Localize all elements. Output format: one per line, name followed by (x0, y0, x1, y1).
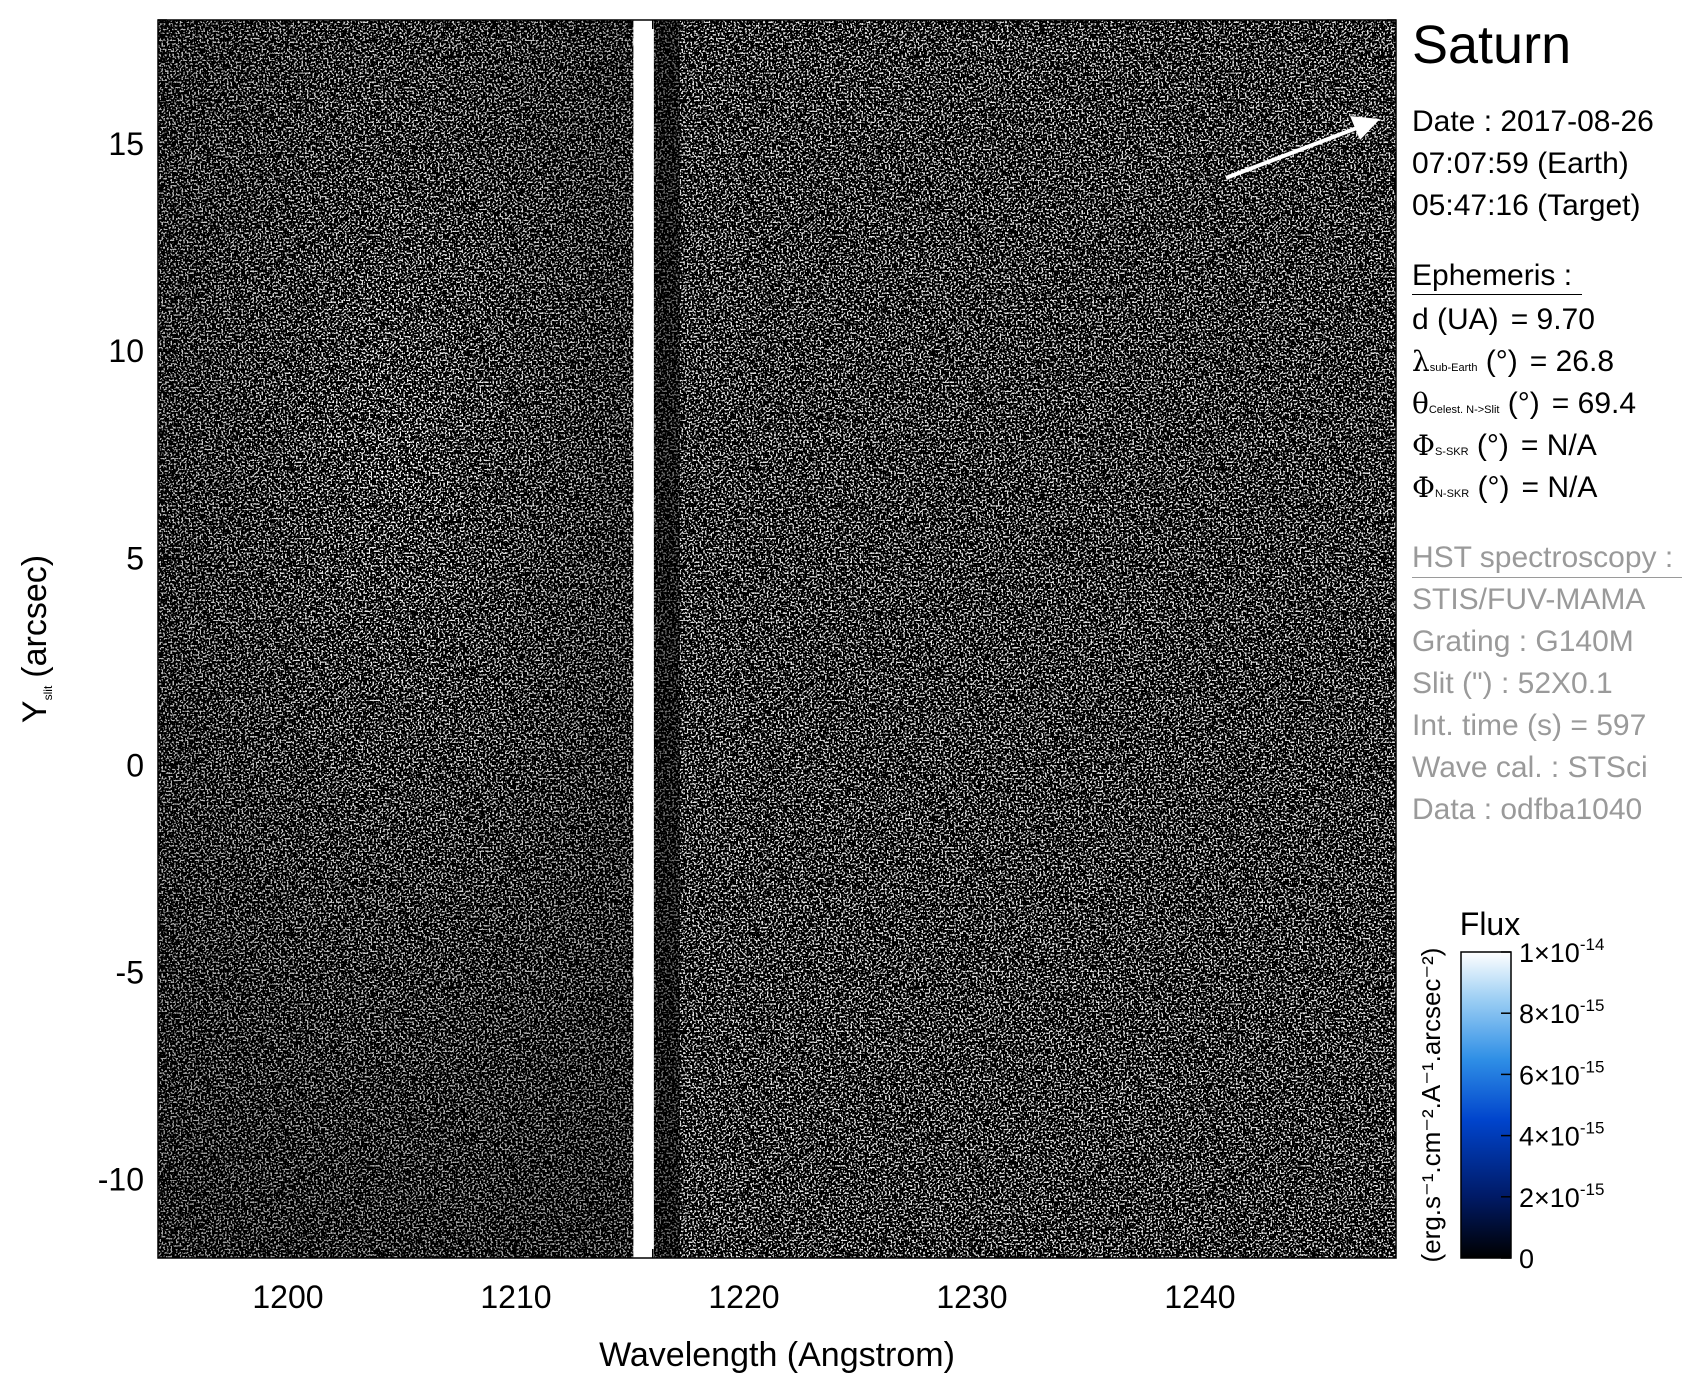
direction-arrow-icon (1225, 116, 1380, 180)
ephemeris-symbol: Φ (1412, 429, 1435, 462)
ephemeris-subscript: S-SKR (1434, 446, 1469, 458)
heatmap-image (158, 20, 1396, 1258)
ephemeris-unit: (°) (1469, 471, 1510, 504)
ephemeris-value: = 26.8 (1529, 345, 1615, 378)
plot-frame (157, 19, 1397, 1259)
x-tick-label: 1210 (480, 1279, 551, 1315)
colorbar-tick-label: 0 (1519, 1244, 1534, 1274)
ephemeris-symbol: λ (1412, 345, 1430, 378)
colorbar-tick-label: 6×10-15 (1519, 1057, 1604, 1090)
spectroscopy-header: HST spectroscopy : (1412, 541, 1674, 574)
ephemeris-value: = N/A (1521, 471, 1598, 504)
ephemeris-row: ΦN-SKR (°) = N/A (1412, 470, 1597, 512)
ephemeris-row: d (UA) = 9.70 (1412, 302, 1595, 338)
ephemeris-header: Ephemeris : (1412, 259, 1573, 292)
colorbar-ticks: 0 2×10-15 4×10-15 6×10-15 8×10-15 1×10-14 (1501, 935, 1604, 1274)
svg-text:Yslit(arcsec): Yslit (arcsec) (16, 555, 55, 723)
x-tick-label: 1220 (708, 1279, 779, 1315)
spectroscopy-item: Data : odfba1040 (1412, 793, 1643, 826)
ephemeris-unit: (°) (1499, 387, 1540, 420)
ephemeris-value: = N/A (1520, 429, 1597, 462)
earth-time: 07:07:59 (Earth) (1412, 147, 1629, 180)
y-axis-label-main: Y (16, 700, 54, 723)
ephemeris-value: = 69.4 (1551, 387, 1637, 420)
y-axis-label-sub: slit (41, 685, 55, 700)
y-tick-label: -5 (116, 954, 144, 990)
y-tick-label: 5 (126, 540, 144, 576)
colorbar-unit-label: (erg.s⁻¹.cm⁻².A⁻¹.arcsec⁻²) (1416, 948, 1446, 1263)
ephemeris-subscript: sub-Earth (1429, 362, 1478, 374)
observation-date: Date : 2017-08-26 (1412, 105, 1654, 138)
y-axis-ticks: -10 -5 0 5 10 15 (98, 19, 1396, 1222)
spectroscopy-underline (1412, 577, 1682, 578)
y-tick-label: 0 (126, 747, 144, 783)
ephemeris-unit: (°) (1468, 429, 1509, 462)
ephemeris-subscript: N-SKR (1434, 488, 1470, 500)
spectroscopy-item: Grating : G140M (1412, 625, 1634, 658)
x-tick-label: 1230 (936, 1279, 1007, 1315)
spectroscopy-item: Slit (") : 52X0.1 (1412, 667, 1613, 700)
x-tick-label: 1200 (252, 1279, 323, 1315)
spectroscopy-item: STIS/FUV-MAMA (1412, 583, 1646, 616)
x-tick-label: 1240 (1164, 1279, 1235, 1315)
ephemeris-row: λsub-Earth (°) = 26.8 (1412, 344, 1614, 386)
colorbar-tick-label: 1×10-14 (1519, 935, 1604, 968)
target-time: 05:47:16 (Target) (1412, 189, 1641, 222)
ephemeris-subscript: Celest. N->Slit (1428, 404, 1500, 416)
spectroscopy-item: Wave cal. : STSci (1412, 751, 1648, 784)
y-axis-label: Yslit (arcsec) (16, 555, 55, 723)
ephemeris-underline (1412, 294, 1582, 295)
x-axis-label: Wavelength (Angstrom) (599, 1336, 955, 1374)
ephemeris-symbol: θ (1412, 387, 1429, 420)
ephemeris-row: ΦS-SKR (°) = N/A (1412, 428, 1597, 470)
target-name: Saturn (1412, 15, 1572, 75)
ephemeris-symbol: Φ (1412, 471, 1435, 504)
spectroscopy-item: Int. time (s) = 597 (1412, 709, 1647, 742)
colorbar-title: Flux (1460, 906, 1520, 942)
y-axis-label-unit: (arcsec) (16, 555, 54, 678)
y-tick-label: 15 (108, 126, 144, 162)
colorbar-tick-label: 4×10-15 (1519, 1119, 1604, 1152)
y-tick-label: 10 (108, 333, 144, 369)
lyman-alpha-emission-band (633, 20, 654, 1258)
colorbar (1460, 951, 1512, 1259)
ephemeris-row: θCelest. N->Slit (°) = 69.4 (1412, 386, 1636, 428)
ephemeris-unit: (°) (1477, 345, 1518, 378)
ephemeris-symbol: d (UA) (1412, 303, 1499, 336)
ephemeris-value: = 9.70 (1510, 303, 1595, 336)
x-axis-ticks: 1200 1210 1220 1230 1240 (173, 20, 1384, 1315)
colorbar-tick-label: 2×10-15 (1519, 1180, 1604, 1213)
y-tick-label: -10 (98, 1161, 144, 1197)
colorbar-tick-label: 8×10-15 (1519, 996, 1604, 1029)
